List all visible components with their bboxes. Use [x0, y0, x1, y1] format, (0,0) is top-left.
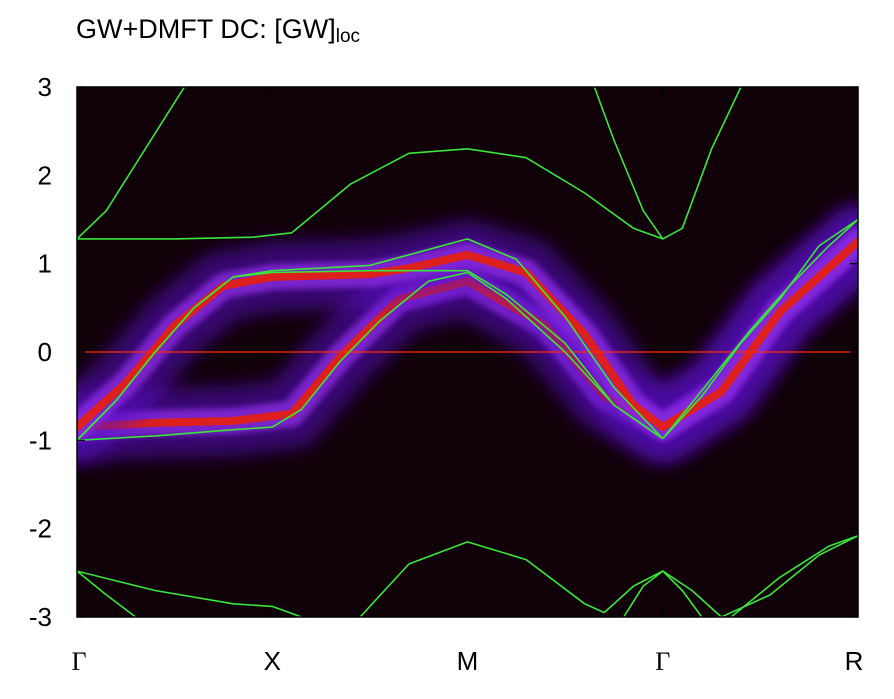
- y-tick-label: 1: [38, 249, 52, 279]
- dispersion-line-1: [77, 148, 664, 240]
- y-tick-label: -1: [29, 425, 52, 455]
- k-point-label: R: [845, 646, 864, 676]
- dispersion-line-8: [662, 218, 858, 440]
- dispersion-line-2: [77, 87, 186, 240]
- dispersion-line-11: [359, 541, 605, 617]
- dispersion-line-7: [662, 218, 858, 440]
- k-point-label: Γ: [71, 647, 86, 676]
- y-tick-label: 3: [38, 72, 52, 102]
- dispersion-line-13: [623, 570, 703, 617]
- k-point-label: X: [264, 646, 281, 676]
- dispersion-line-4: [77, 271, 664, 442]
- dispersion-lines-layer: [77, 87, 858, 617]
- y-tick-label: -2: [29, 514, 52, 544]
- y-tick-label: 2: [38, 160, 52, 190]
- chart-title: GW+DMFT DC: [GW]loc: [76, 14, 361, 47]
- k-point-label: Γ: [655, 647, 670, 676]
- dispersion-line-14: [730, 534, 858, 617]
- y-axis-ticks: -3 -2 -1 0 1 2 3: [29, 72, 858, 632]
- dispersion-line-9: [77, 570, 302, 617]
- y-tick-label: 0: [38, 337, 52, 367]
- chart-title-subscript: loc: [335, 26, 361, 47]
- dispersion-line-10: [77, 570, 137, 617]
- dispersion-line-3: [593, 87, 742, 240]
- k-point-label: M: [457, 646, 479, 676]
- y-tick-label: -3: [29, 602, 52, 632]
- chart-title-main: GW+DMFT DC: [GW]: [76, 14, 336, 44]
- dispersion-line-15: [720, 534, 858, 617]
- dispersion-line-6: [77, 238, 664, 441]
